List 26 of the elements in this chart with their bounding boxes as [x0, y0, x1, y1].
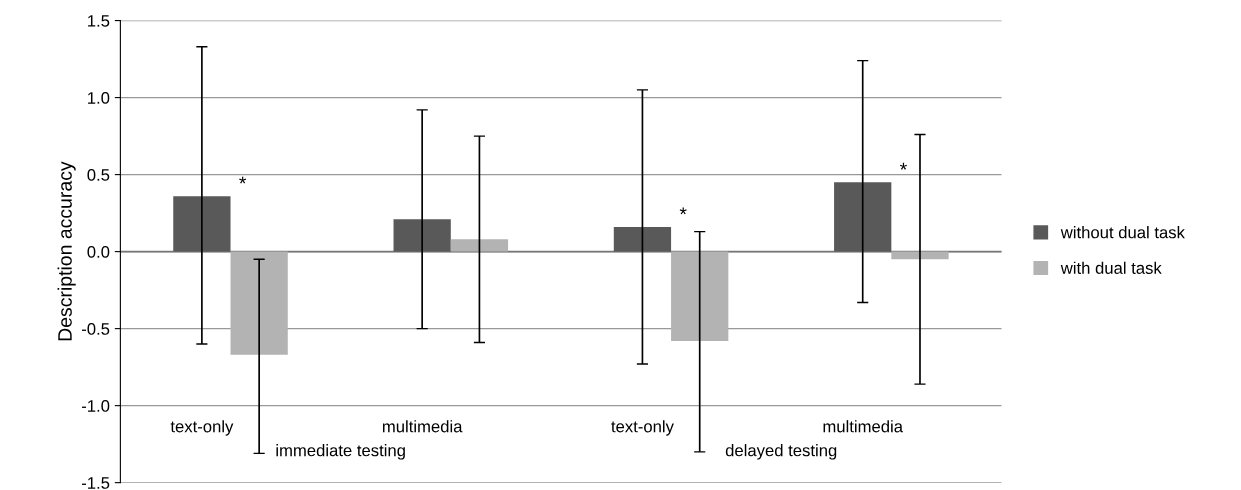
- x-tick-label: text-only: [611, 420, 674, 436]
- annotation: delayed testing: [725, 444, 837, 460]
- y-axis-title: Description accuracy: [57, 161, 76, 341]
- annotation: immediate testing: [276, 444, 405, 460]
- y-tick-label: -1.5: [81, 477, 110, 489]
- annotation: *: [239, 176, 247, 184]
- bar: [613, 226, 672, 252]
- bar: [834, 182, 892, 252]
- x-tick-label: text-only: [170, 420, 234, 436]
- annotation: *: [899, 162, 907, 170]
- y-tick-label: 0.0: [87, 246, 110, 258]
- bar: [450, 239, 509, 252]
- y-tick-label: -1.0: [81, 400, 110, 412]
- annotation: *: [679, 207, 687, 215]
- legend-label: with dual task: [1060, 261, 1162, 274]
- y-tick-label: -0.5: [81, 323, 110, 335]
- bar: [173, 196, 231, 252]
- bar: [393, 219, 451, 252]
- y-tick-label: 0.5: [87, 169, 110, 181]
- bar: [671, 251, 729, 341]
- legend-label: without dual task: [1060, 226, 1185, 239]
- x-tick-label: multimedia: [382, 420, 463, 433]
- y-tick-label: 1.5: [88, 15, 110, 27]
- y-tick-label: 1.0: [88, 91, 110, 104]
- x-tick-label: multimedia: [823, 420, 903, 433]
- bar: [230, 251, 288, 355]
